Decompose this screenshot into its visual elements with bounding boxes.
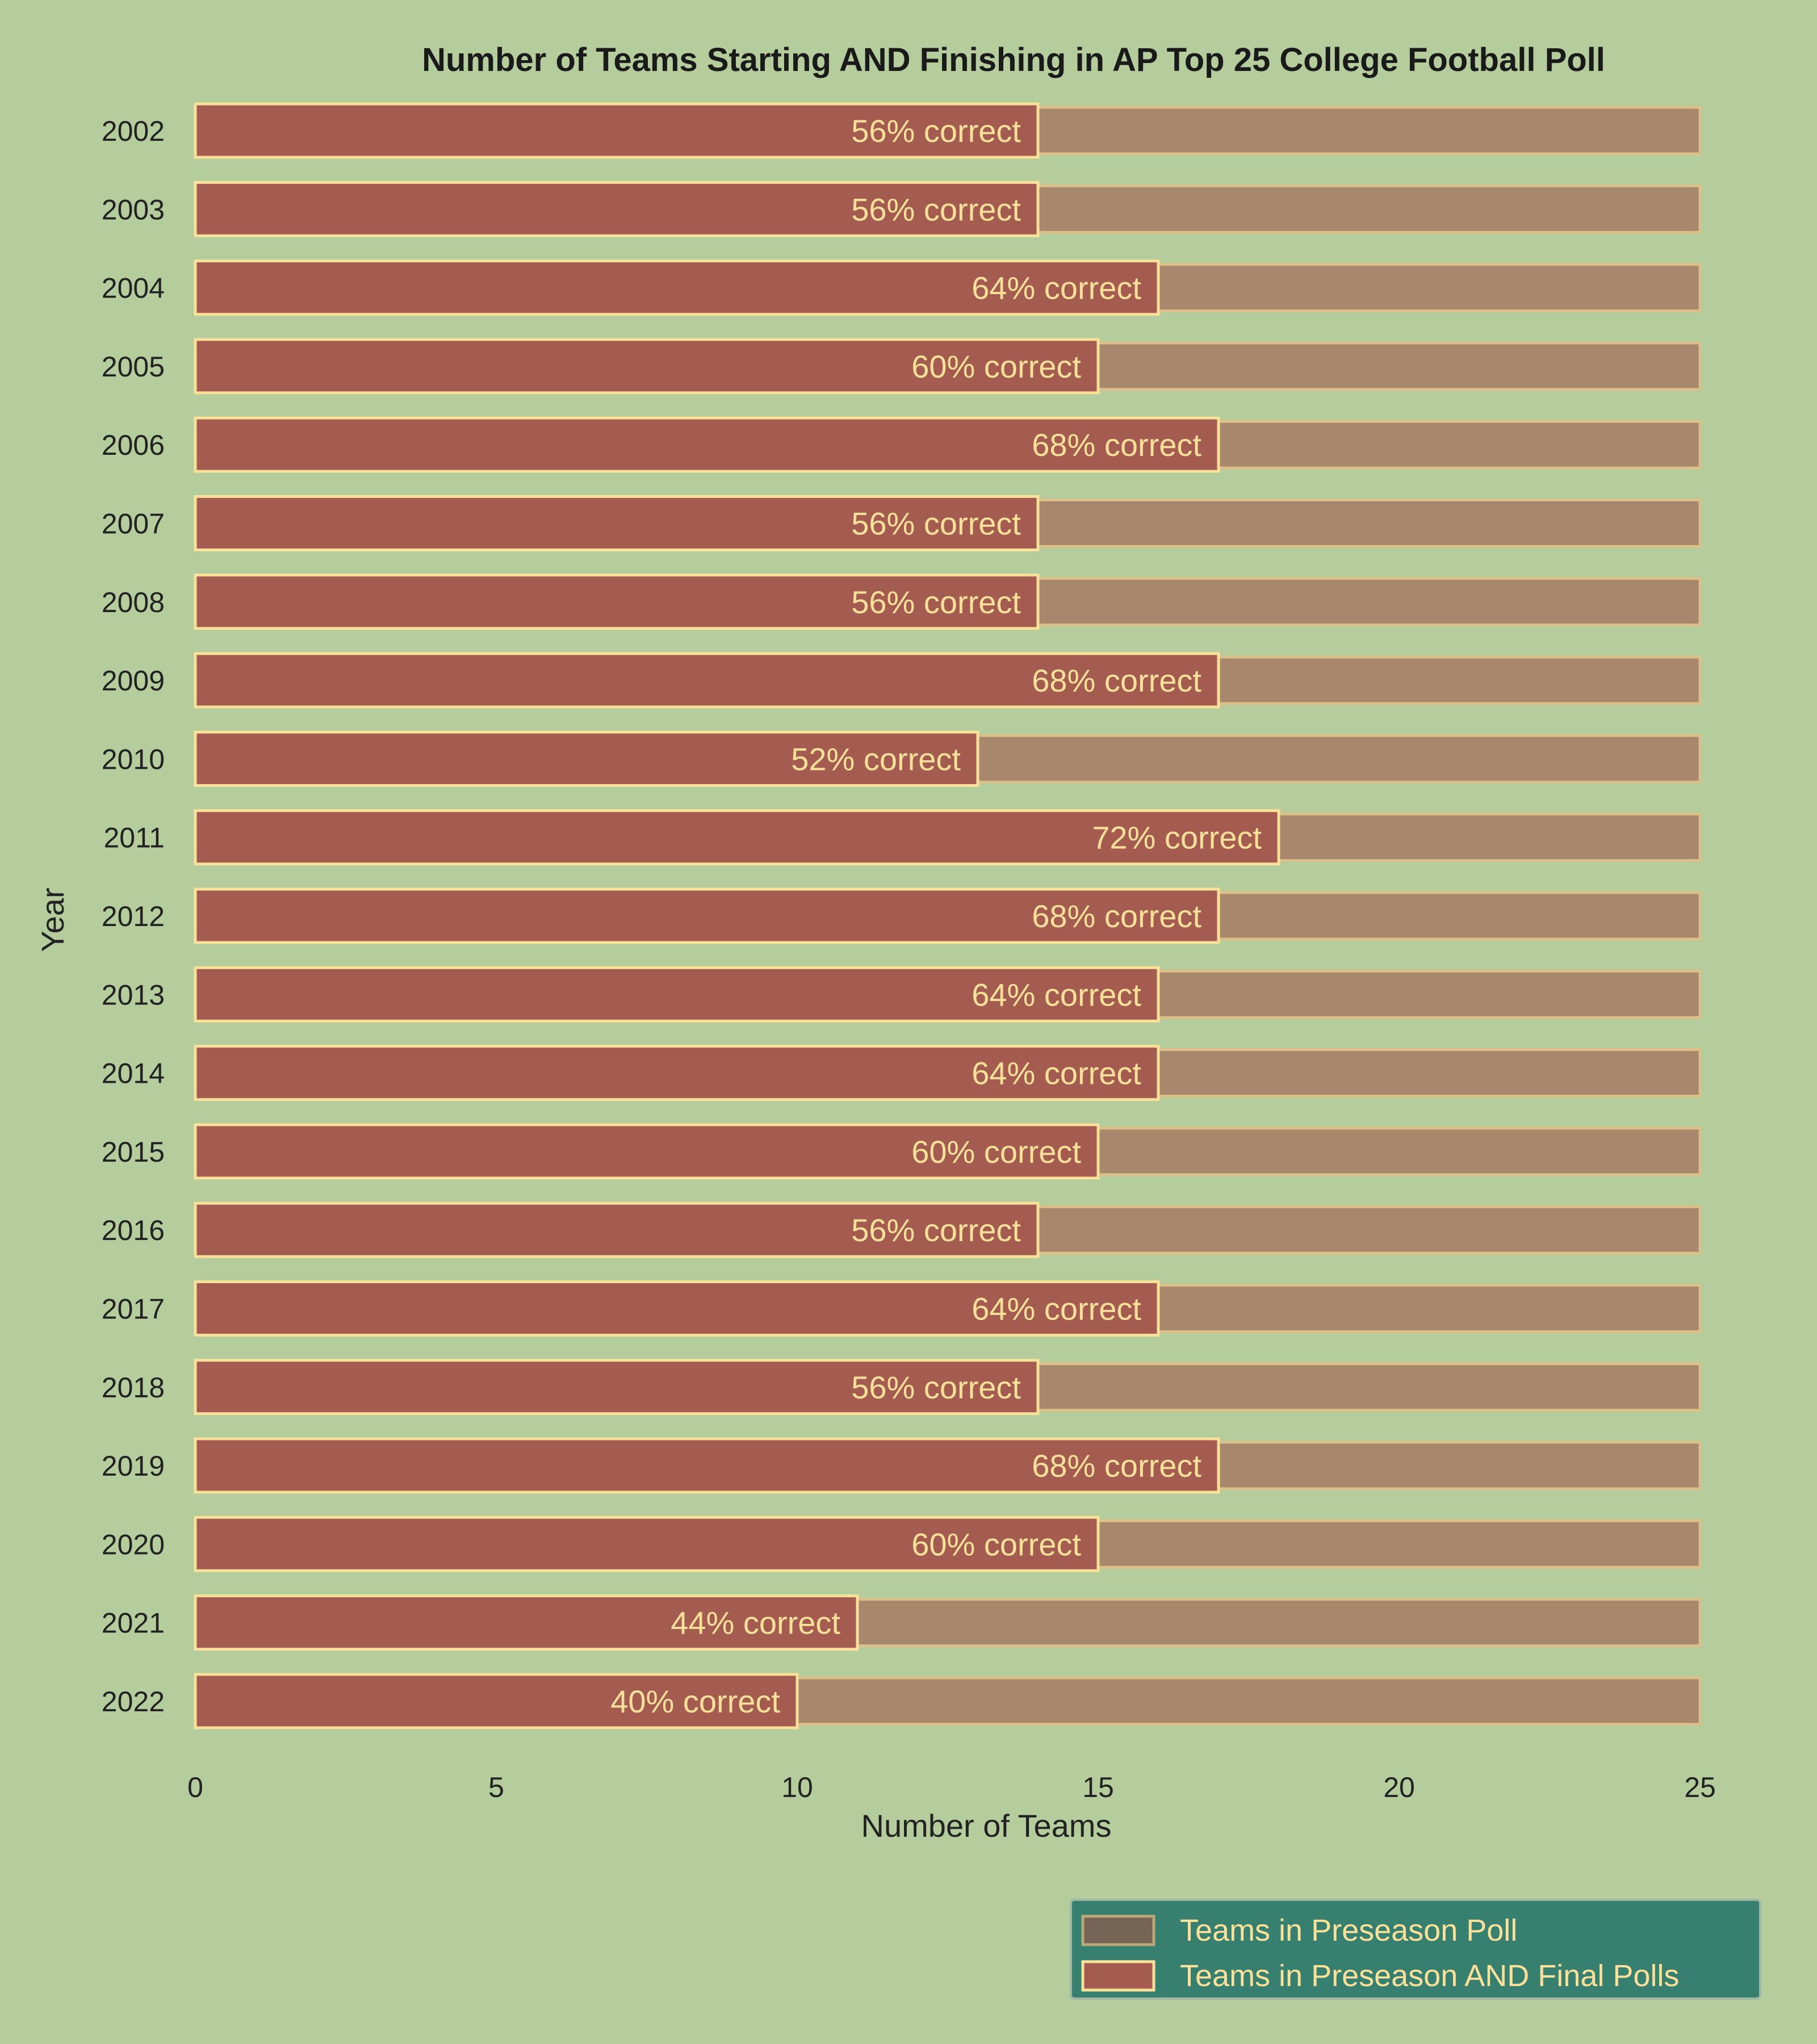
y-tick-label: 2021	[102, 1607, 165, 1639]
y-tick-label: 2003	[102, 194, 165, 225]
y-tick-label: 2013	[102, 979, 165, 1011]
data-label-2018: 56% correct	[851, 1369, 1021, 1405]
data-label-2006: 68% correct	[1032, 427, 1201, 463]
chart-title: Number of Teams Starting AND Finishing i…	[422, 41, 1605, 78]
data-label-2022: 40% correct	[610, 1683, 780, 1719]
bar-preseason-and-final-2019	[194, 1437, 1220, 1494]
x-tick-label: 15	[1082, 1771, 1114, 1803]
bar-preseason-and-final-2020	[194, 1515, 1100, 1572]
y-tick-label: 2020	[102, 1528, 165, 1560]
data-label-2017: 64% correct	[972, 1291, 1141, 1327]
bar-preseason-and-final-2014	[194, 1045, 1160, 1101]
bars-group: 56% correct 56% correct 64% correct 60% cor…	[194, 102, 1702, 1729]
legend-swatch-preseason	[1081, 1915, 1155, 1946]
data-label-2009: 68% correct	[1032, 663, 1201, 698]
bar-preseason-and-final-2010	[194, 730, 979, 787]
legend-swatch-preseason-and-final	[1081, 1960, 1155, 1992]
x-tick-label: 20	[1383, 1771, 1415, 1803]
data-label-2015: 60% correct	[911, 1134, 1081, 1170]
y-tick-label: 2022	[102, 1686, 165, 1718]
y-tick-label: 2009	[102, 665, 165, 697]
bar-preseason-and-final-2002	[194, 102, 1040, 159]
y-tick-label: 2017	[102, 1293, 165, 1325]
data-label-2004: 64% correct	[972, 270, 1141, 306]
legend-label-preseason: Teams in Preseason Poll	[1180, 1913, 1517, 1947]
bar-preseason-and-final-2015	[194, 1123, 1100, 1180]
y-tick-label: 2018	[102, 1372, 165, 1404]
y-tick-label: 2002	[102, 115, 165, 147]
x-axis-label: Number of Teams	[861, 1808, 1112, 1844]
legend-box	[1070, 1899, 1761, 2000]
legend: Teams in Preseason Poll Teams in Preseas…	[1070, 1899, 1761, 2000]
data-label-2002: 56% correct	[851, 113, 1021, 149]
x-tick-label: 5	[488, 1771, 504, 1803]
bar-preseason-and-final-2012	[194, 887, 1220, 944]
data-label-2003: 56% correct	[851, 191, 1021, 227]
y-tick-label: 2005	[102, 351, 165, 383]
y-tick-label: 2006	[102, 429, 165, 461]
x-tick-label: 25	[1684, 1771, 1716, 1803]
y-tick-label: 2014	[102, 1058, 165, 1090]
bar-preseason-and-final-2006	[194, 416, 1220, 473]
bar-preseason-and-final-2018	[194, 1359, 1040, 1415]
data-label-2007: 56% correct	[851, 506, 1021, 542]
bar-preseason-and-final-2016	[194, 1201, 1040, 1258]
bar-preseason-and-final-2003	[194, 181, 1040, 237]
data-label-2012: 68% correct	[1032, 898, 1201, 934]
data-label-2019: 68% correct	[1032, 1448, 1201, 1484]
data-label-2010: 52% correct	[791, 741, 961, 777]
data-label-2021: 44% correct	[671, 1605, 840, 1641]
data-label-2008: 56% correct	[851, 584, 1021, 620]
y-axis-label: Year	[35, 887, 70, 952]
bar-preseason-and-final-2021	[194, 1594, 859, 1651]
y-tick-label: 2019	[102, 1450, 165, 1482]
bar-preseason-and-final-2011	[194, 809, 1280, 866]
bar-preseason-and-final-2013	[194, 966, 1160, 1023]
data-label-2011: 72% correct	[1092, 820, 1262, 856]
y-tick-label: 2010	[102, 743, 165, 775]
data-label-2013: 64% correct	[972, 977, 1141, 1012]
y-tick-label: 2008	[102, 587, 165, 618]
legend-label-preseason-and-final: Teams in Preseason AND Final Polls	[1180, 1959, 1679, 1993]
bar-preseason-and-final-2022	[194, 1673, 799, 1729]
bar-preseason-and-final-2007	[194, 495, 1040, 551]
y-tick-label: 2007	[102, 508, 165, 540]
y-tick-label: 2004	[102, 273, 165, 304]
y-tick-label: 2012	[102, 900, 165, 932]
y-tick-label: 2016	[102, 1214, 165, 1246]
bar-preseason-and-final-2017	[194, 1280, 1160, 1337]
x-tick-label: 10	[781, 1771, 813, 1803]
bar-preseason-and-final-2004	[194, 259, 1160, 316]
y-tick-label: 2011	[103, 822, 165, 854]
y-ticks: 2002 2003 2004 2005 2006 2007 2008 2009 2010 2011…	[102, 115, 165, 1718]
x-tick-label: 0	[187, 1771, 203, 1803]
data-label-2005: 60% correct	[911, 349, 1081, 384]
data-label-2020: 60% correct	[911, 1526, 1081, 1562]
bar-preseason-and-final-2009	[194, 652, 1220, 709]
x-ticks: 0 5 10 15 20 25	[187, 1771, 1716, 1803]
data-label-2014: 64% correct	[972, 1055, 1141, 1091]
bar-preseason-and-final-2005	[194, 338, 1100, 395]
data-label-2016: 56% correct	[851, 1212, 1021, 1248]
y-tick-label: 2015	[102, 1136, 165, 1168]
bar-preseason-and-final-2008	[194, 573, 1040, 630]
